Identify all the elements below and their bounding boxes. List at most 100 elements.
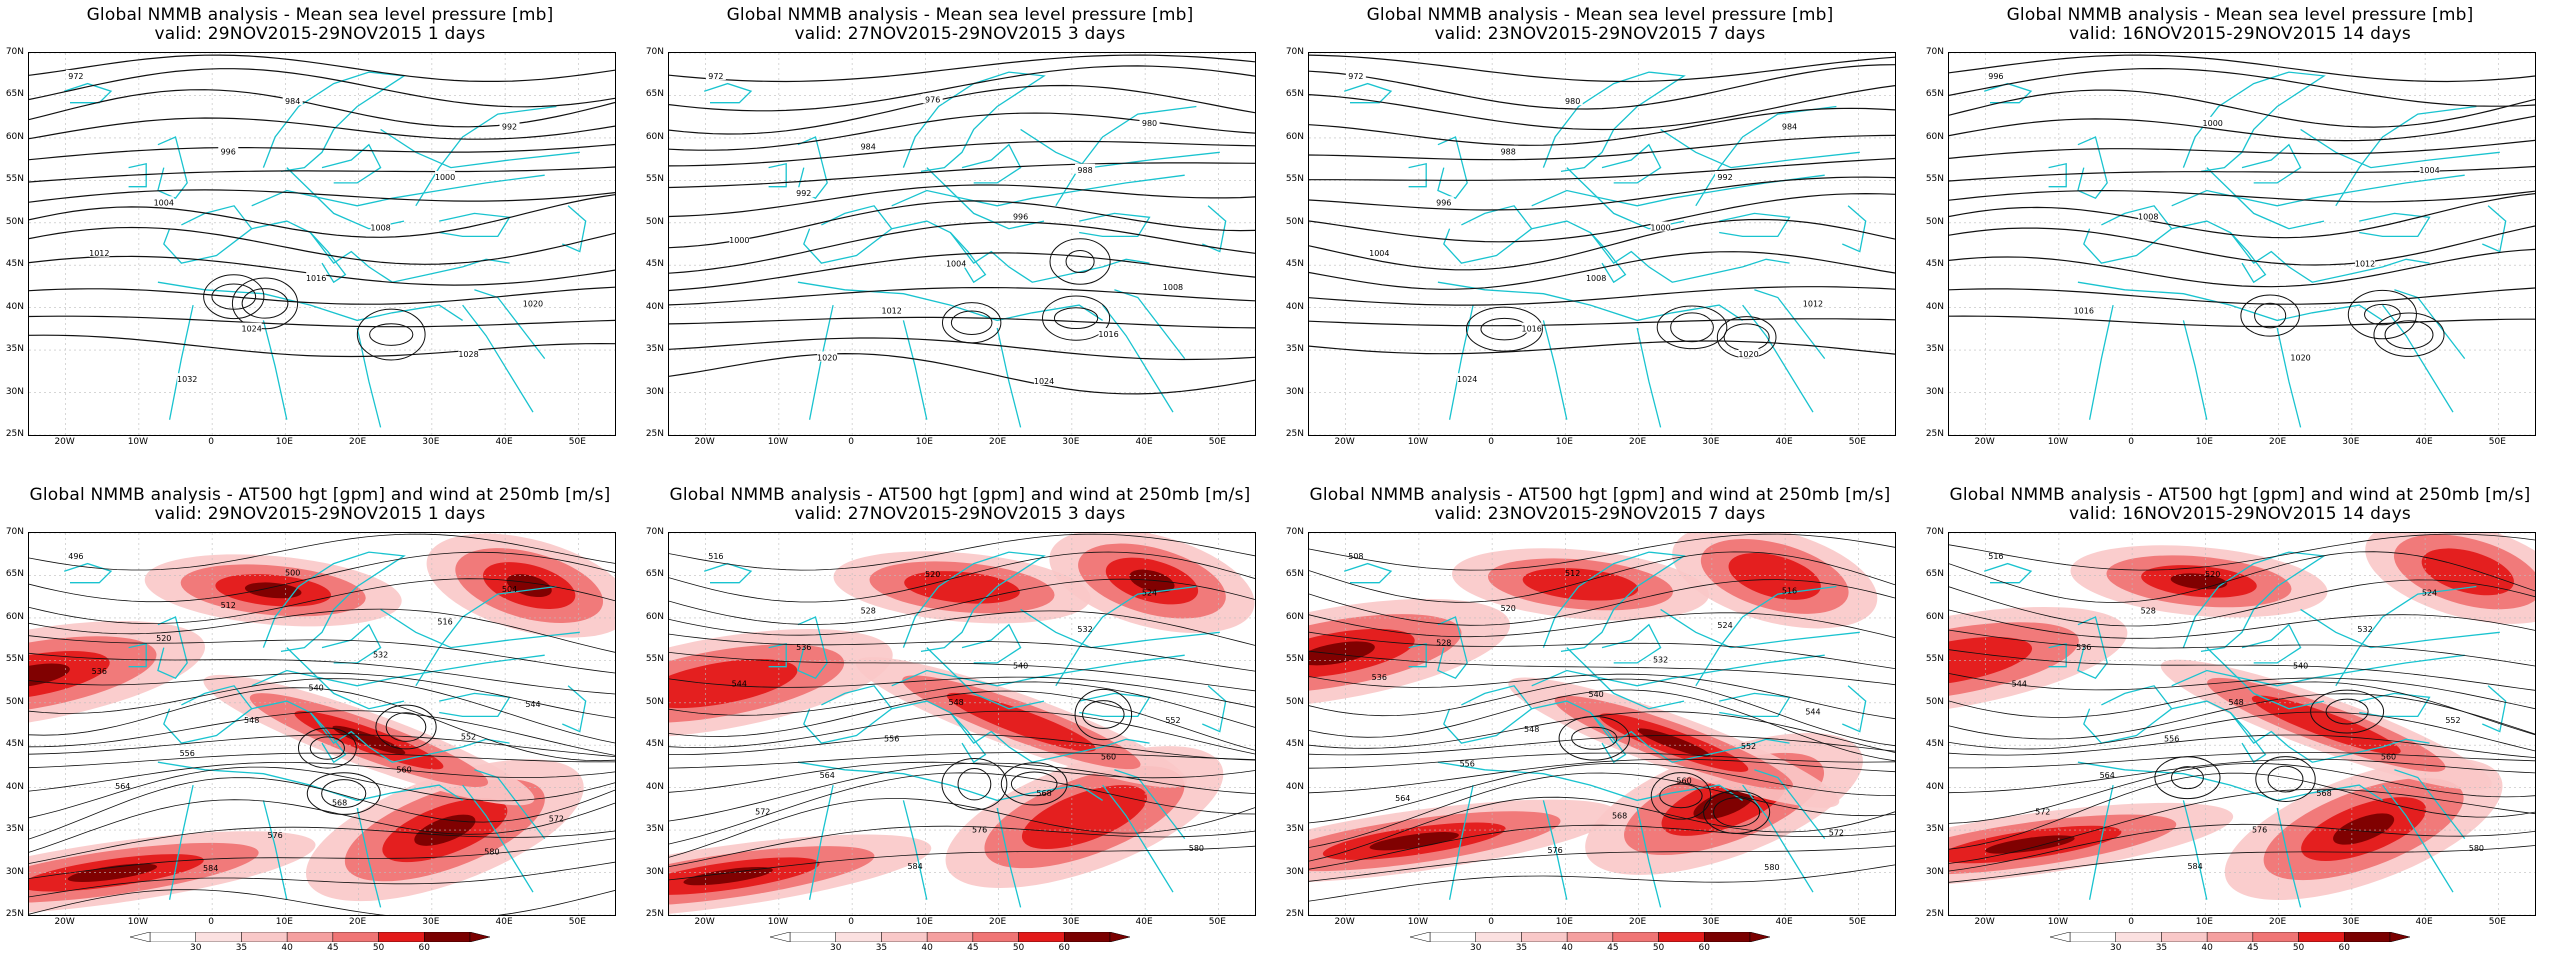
coastline bbox=[157, 761, 463, 802]
contour-label: 532 bbox=[1653, 656, 1668, 665]
coastline bbox=[2171, 654, 2465, 687]
coastline bbox=[1983, 562, 2033, 584]
contour-line bbox=[669, 337, 1255, 361]
contour-labels: 516 520 524 528 532 536 540 544 548 552 556 560 564 5… bbox=[1988, 552, 2484, 871]
coastline bbox=[380, 608, 580, 649]
contour-label: 1016 bbox=[2074, 307, 2094, 316]
latitude-label: 40N bbox=[1925, 781, 1944, 792]
contour-label: 540 bbox=[1013, 661, 1028, 670]
closed-contour bbox=[2255, 756, 2316, 802]
contour-label: 1004 bbox=[2419, 166, 2439, 175]
coastline bbox=[2276, 327, 2302, 428]
contour-line bbox=[29, 551, 615, 603]
latitude-label: 55N bbox=[5, 174, 24, 185]
latitude-label: 70N bbox=[1925, 527, 1944, 537]
graticule bbox=[1309, 533, 1895, 915]
panel-title: Global NMMB analysis - Mean sea level pr… bbox=[1280, 6, 1920, 44]
coastline bbox=[1055, 105, 1197, 207]
contour-label: 568 bbox=[332, 798, 347, 807]
coastline bbox=[2335, 585, 2477, 687]
contour-line bbox=[669, 752, 1255, 769]
contour-line bbox=[669, 221, 1255, 274]
longitude-label: 20W bbox=[694, 437, 715, 447]
panel-title-line1: Global NMMB analysis - Mean sea level pr… bbox=[726, 5, 1194, 25]
contour-line bbox=[29, 89, 615, 128]
contour-line bbox=[1309, 286, 1895, 306]
contour-line bbox=[1949, 225, 2535, 266]
contour-label: 1012 bbox=[1803, 299, 1823, 308]
contour-label: 1028 bbox=[458, 350, 478, 359]
map-area: 516 520 524 528 532 536 540 544 548 552 556 560 564 5… bbox=[1948, 532, 2536, 916]
panel-title-line1: Global NMMB analysis - AT500 hgt [gpm] a… bbox=[1949, 485, 2531, 505]
longitude-label: 20W bbox=[1974, 917, 1995, 927]
coastline bbox=[2206, 167, 2325, 230]
contour-label: 544 bbox=[525, 700, 540, 709]
contour-line bbox=[1309, 631, 1895, 669]
latitude-label: 30N bbox=[1925, 386, 1944, 397]
contour-line bbox=[1309, 318, 1895, 327]
longitude-axis: 20W 10W 0 10E 20E 30E 40E 50E bbox=[1948, 437, 2534, 449]
contour-labels: 496 500 504 512 516 520 532 536 540 544 548 552 556 5… bbox=[68, 552, 564, 873]
contour-line bbox=[669, 252, 1255, 292]
panel-title-line2: valid: 27NOV2015-29NOV2015 3 days bbox=[794, 504, 1126, 524]
contour-label: 1016 bbox=[1522, 325, 1542, 334]
latitude-label: 55N bbox=[645, 174, 664, 185]
coastline bbox=[415, 105, 557, 207]
coastline bbox=[1102, 784, 1174, 893]
contour-label: 1024 bbox=[1034, 377, 1054, 386]
coastline bbox=[2229, 712, 2267, 764]
longitude-label: 0 bbox=[848, 437, 854, 447]
coastline bbox=[1601, 143, 1662, 184]
contour-line bbox=[29, 189, 615, 203]
map-area: 516 520 524 528 532 536 540 544 548 552 556 560 564 5… bbox=[668, 532, 1256, 916]
closed-contour bbox=[1082, 700, 1125, 729]
coastline bbox=[462, 304, 534, 413]
wind-shading bbox=[1949, 533, 2535, 901]
coastline bbox=[2335, 105, 2477, 207]
contour-line bbox=[669, 287, 1255, 306]
contour-label: 516 bbox=[1988, 552, 2003, 561]
map-svg: 496 500 504 512 516 520 532 536 540 544 548 552 556 5… bbox=[29, 533, 615, 915]
coastline bbox=[2394, 289, 2466, 359]
coastline bbox=[2171, 700, 2430, 763]
panel-title-line2: valid: 16NOV2015-29NOV2015 14 days bbox=[2069, 24, 2411, 44]
coastline bbox=[1636, 327, 1662, 428]
colorbar-tick-label: 50 bbox=[1012, 943, 1025, 953]
map-svg: 972 976 980 984 988 992 996 1000 1004 1008 1012 101… bbox=[669, 53, 1255, 435]
coastline bbox=[562, 205, 587, 253]
contour-line bbox=[1309, 192, 1895, 243]
latitude-label: 60N bbox=[5, 611, 24, 622]
latitude-label: 60N bbox=[645, 611, 664, 622]
contour-label: 1004 bbox=[946, 260, 966, 269]
panel-title: Global NMMB analysis - AT500 hgt [gpm] a… bbox=[1280, 486, 1920, 524]
coastline bbox=[1343, 82, 1393, 104]
contour-line bbox=[29, 826, 615, 864]
contour-label: 568 bbox=[2316, 789, 2331, 798]
coastline bbox=[1079, 212, 1151, 238]
wind-speed-area bbox=[29, 663, 70, 688]
latitude-label: 25N bbox=[1925, 909, 1944, 919]
contour-label: 500 bbox=[285, 568, 300, 577]
longitude-label: 10E bbox=[275, 917, 293, 927]
coastline bbox=[251, 220, 510, 283]
contour-line bbox=[1949, 190, 2535, 203]
coastline bbox=[1531, 654, 1825, 687]
contour-label: 1020 bbox=[817, 354, 837, 363]
contour-label: 520 bbox=[925, 570, 940, 579]
contour-label: 564 bbox=[1395, 794, 1410, 803]
map-svg: 516 520 524 528 532 536 540 544 548 552 556 560 564 5… bbox=[669, 533, 1255, 915]
colorbar-ticks: 30 35 40 45 50 60 bbox=[2050, 943, 2410, 955]
coastline bbox=[2382, 304, 2454, 413]
colorbar-tick-label: 50 bbox=[372, 943, 385, 953]
longitude-label: 20E bbox=[349, 437, 367, 447]
coastline bbox=[128, 162, 147, 188]
panel-title-line2: valid: 23NOV2015-29NOV2015 7 days bbox=[1434, 504, 1766, 524]
closed-contour bbox=[297, 727, 357, 769]
contour-label: 496 bbox=[68, 552, 83, 561]
z500-wind-panel: Global NMMB analysis - AT500 hgt [gpm] a… bbox=[0, 480, 640, 960]
contour-line bbox=[1949, 115, 2535, 142]
longitude-axis: 20W 10W 0 10E 20E 30E 40E 50E bbox=[28, 917, 614, 929]
panel-title: Global NMMB analysis - AT500 hgt [gpm] a… bbox=[640, 486, 1280, 524]
contour-label: 552 bbox=[461, 733, 476, 742]
contour-line bbox=[1309, 752, 1895, 769]
